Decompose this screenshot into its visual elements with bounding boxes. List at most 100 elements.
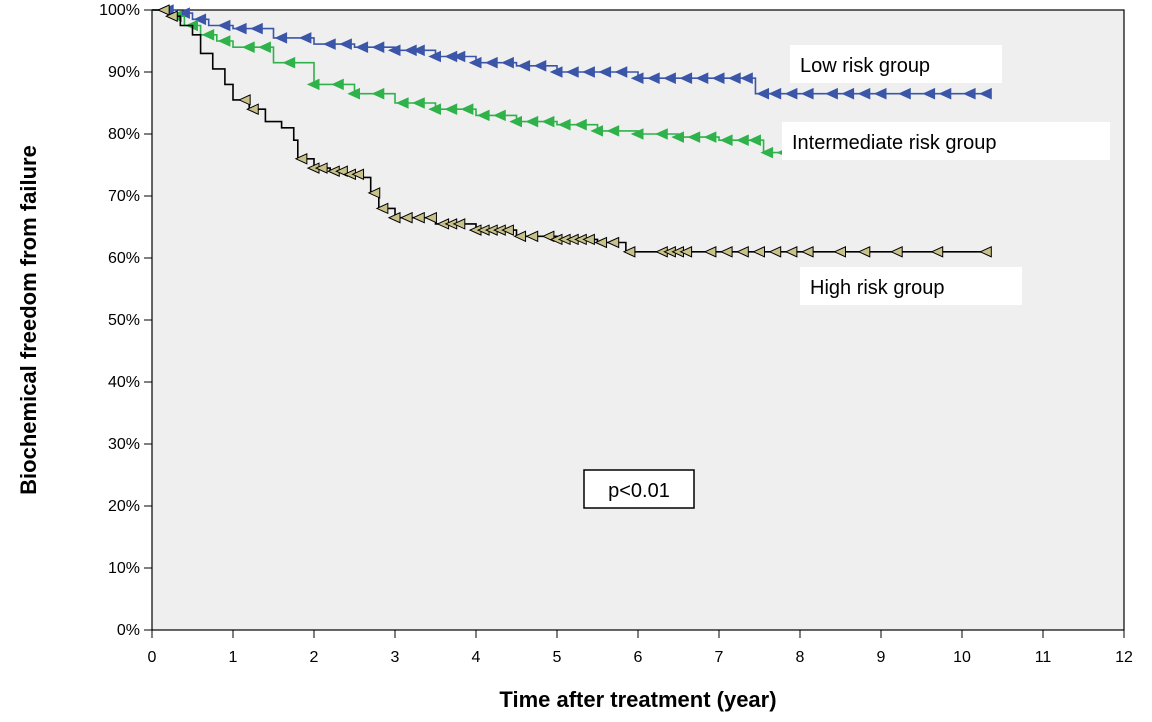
low-risk-group-censor-mark — [800, 87, 814, 100]
y-tick-label: 80% — [108, 126, 140, 143]
intermediate-risk-group-label: Intermediate risk group — [792, 132, 997, 154]
high-risk-group-censor-mark — [784, 246, 798, 258]
low-risk-group-censor-mark — [468, 56, 482, 69]
low-risk-group-censor-mark — [740, 72, 753, 84]
pvalue-box — [583, 469, 695, 509]
intermediate-risk-group-censor-mark — [371, 87, 385, 100]
high-risk-group-censor-mark — [582, 233, 595, 246]
intermediate-risk-group-censor-mark — [258, 41, 271, 53]
x-tick-label: 6 — [634, 649, 643, 666]
low-risk-group-censor-mark — [630, 72, 644, 84]
pvalue-annotation: p<0.01 — [583, 469, 695, 509]
low-risk-group-censor-mark — [979, 87, 992, 100]
low-risk-group-censor-mark — [663, 72, 676, 84]
high-risk-group-label-bg — [800, 267, 1022, 305]
y-tick-label: 60% — [108, 250, 140, 267]
y-tick-label: 10% — [108, 560, 140, 577]
intermediate-risk-group-censor-mark — [671, 131, 684, 143]
low-risk-group-censor-mark — [679, 72, 693, 84]
high-risk-group-censor-mark — [703, 246, 717, 258]
series-labels: Low risk group Intermediate risk group Hig… — [782, 45, 1110, 305]
high-risk-group-censor-mark — [314, 162, 328, 174]
low-risk-group-censor-mark — [517, 60, 531, 72]
y-tick-label: 50% — [108, 312, 140, 329]
low-risk-group-censor-mark — [452, 50, 466, 63]
low-risk-group-series — [152, 4, 992, 100]
low-risk-group-censor-mark — [250, 22, 263, 35]
x-tick-label: 4 — [472, 649, 481, 666]
low-risk-group-censor-mark — [962, 87, 976, 100]
intermediate-risk-group-censor-mark — [703, 131, 717, 143]
x-tick-label: 0 — [148, 649, 157, 666]
low-risk-group-label: Low risk group — [800, 55, 930, 77]
intermediate-risk-group-censor-mark — [412, 97, 425, 109]
intermediate-risk-group-censor-mark — [606, 125, 620, 137]
high-risk-group-censor-mark — [800, 246, 814, 258]
low-risk-group-censor-mark — [428, 50, 441, 63]
intermediate-risk-group-censor-mark — [444, 103, 458, 115]
y-tick-label: 100% — [99, 2, 140, 19]
high-risk-group-series — [152, 4, 992, 258]
intermediate-risk-group-censor-mark — [282, 56, 296, 69]
high-risk-group-censor-mark — [889, 246, 903, 258]
low-risk-group-censor-mark — [322, 38, 336, 50]
y-tick-label: 30% — [108, 436, 140, 453]
low-risk-group-censor-mark — [825, 87, 838, 100]
high-risk-group-censor-mark — [622, 246, 636, 258]
low-risk-group-censor-mark — [841, 87, 855, 100]
pvalue-label: p<0.01 — [608, 480, 670, 502]
intermediate-risk-group-censor-mark — [525, 115, 539, 128]
high-risk-group-censor-mark — [156, 4, 170, 16]
y-tick-label: 40% — [108, 374, 140, 391]
low-risk-group-censor-mark — [582, 66, 595, 78]
low-risk-group-censor-mark — [412, 44, 425, 57]
high-risk-group-censor-mark — [752, 246, 765, 258]
y-tick-label: 0% — [117, 622, 140, 639]
intermediate-risk-group-censor-mark — [395, 97, 409, 109]
y-tick-label: 90% — [108, 64, 140, 81]
low-risk-group-censor-mark — [298, 32, 312, 44]
x-axis-title: Time after treatment (year) — [499, 687, 776, 712]
intermediate-risk-group-censor-mark — [590, 125, 603, 137]
low-risk-group-censor-mark — [695, 72, 709, 84]
intermediate-risk-group-censor-mark — [241, 41, 255, 53]
intermediate-risk-group-censor-mark — [655, 128, 668, 140]
low-risk-group-censor-mark — [922, 87, 936, 100]
high-risk-group-censor-mark — [679, 246, 693, 258]
x-tick-label: 8 — [796, 649, 805, 666]
high-risk-group-censor-mark — [424, 211, 437, 224]
x-tick-label: 3 — [391, 649, 400, 666]
high-risk-group-censor-mark — [833, 246, 846, 258]
x-tick-label: 2 — [310, 649, 319, 666]
intermediate-risk-group-censor-mark — [476, 109, 490, 122]
low-risk-group-censor-mark — [873, 87, 887, 100]
low-risk-group-censor-mark — [217, 19, 231, 32]
low-risk-group-censor-mark — [711, 72, 725, 84]
high-risk-group-label: High risk group — [810, 277, 945, 299]
high-risk-group-censor-mark — [501, 224, 514, 236]
intermediate-risk-group-censor-mark — [630, 128, 644, 140]
high-risk-group-censor-mark — [246, 103, 259, 115]
x-axis: 0 1 2 3 4 5 6 7 8 9 10 11 12 — [148, 630, 1133, 666]
intermediate-risk-group-censor-mark — [748, 134, 761, 146]
low-risk-group-censor-mark — [898, 87, 911, 100]
low-risk-group-censor-mark — [193, 13, 207, 26]
x-tick-label: 12 — [1115, 649, 1133, 666]
x-tick-label: 7 — [715, 649, 724, 666]
low-risk-group-censor-mark — [533, 60, 547, 72]
x-tick-label: 11 — [1035, 649, 1052, 666]
high-risk-group-censor-mark — [367, 187, 381, 199]
intermediate-risk-group-censor-mark — [306, 78, 320, 91]
intermediate-risk-group-censor-mark — [760, 146, 774, 159]
intermediate-risk-group-censor-mark — [201, 29, 215, 41]
intermediate-risk-group-censor-mark — [719, 134, 733, 146]
low-risk-group-censor-mark — [484, 56, 498, 69]
high-risk-group-censor-mark — [525, 230, 539, 243]
high-risk-group-censor-mark — [857, 246, 871, 258]
low-risk-group-censor-mark — [857, 87, 871, 100]
x-tick-label: 5 — [553, 649, 562, 666]
high-risk-group-censor-mark — [768, 246, 782, 258]
x-tick-label: 1 — [229, 649, 238, 666]
intermediate-risk-group-censor-mark — [460, 103, 474, 115]
low-risk-group-censor-mark — [768, 87, 782, 100]
